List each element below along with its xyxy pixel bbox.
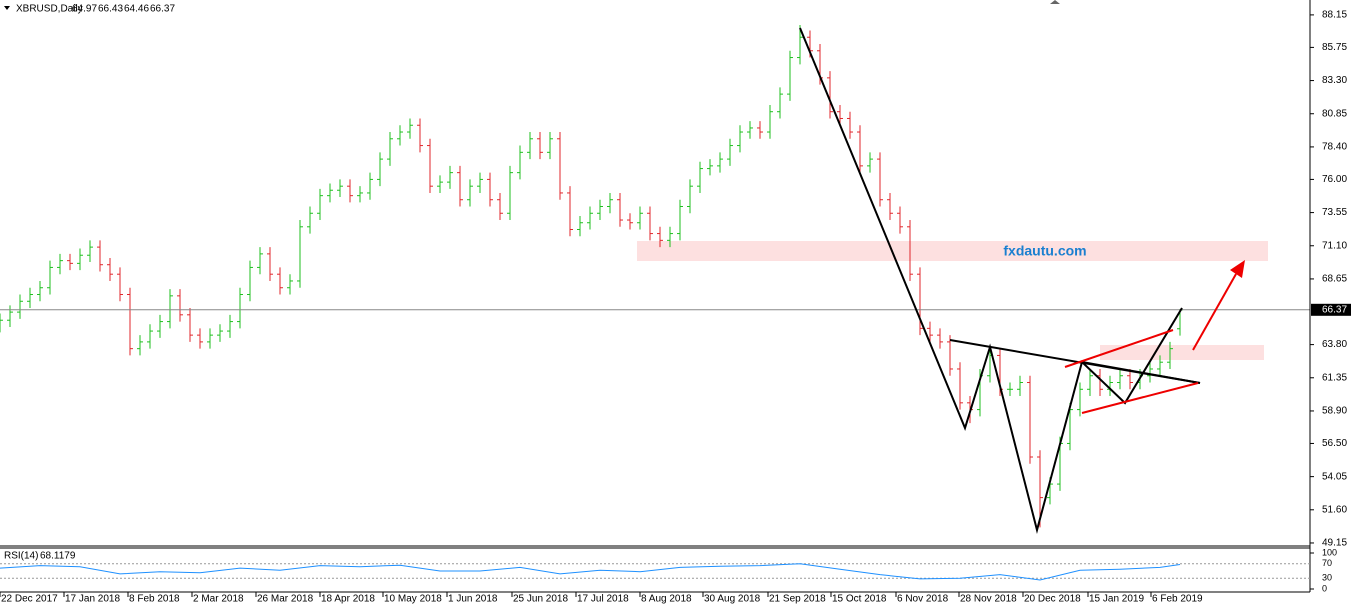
x-tick-label: 21 Sep 2018 <box>769 594 826 605</box>
y-tick-label: 78.40 <box>1322 142 1347 153</box>
y-tick-label: 88.15 <box>1322 10 1347 21</box>
y-tick-label: 56.50 <box>1322 438 1347 449</box>
x-tick-label: 10 May 2018 <box>384 594 442 605</box>
x-tick-label: 1 Jun 2018 <box>448 594 498 605</box>
ohlc-low: 64.46 <box>124 4 149 15</box>
arrow-head <box>1230 260 1245 278</box>
y-tick-label: 71.10 <box>1322 240 1347 251</box>
x-tick-label: 26 Mar 2018 <box>257 594 314 605</box>
x-tick-label: 17 Jan 2018 <box>65 594 120 605</box>
indicator-tick-label: 30 <box>1322 573 1332 583</box>
x-tick-label: 22 Dec 2017 <box>1 594 58 605</box>
x-tick-label: 6 Feb 2019 <box>1152 594 1203 605</box>
y-tick-label: 68.65 <box>1322 274 1347 285</box>
y-tick-label: 54.05 <box>1322 471 1347 482</box>
marker <box>1050 0 1060 4</box>
ohlc-open: 64.97 <box>72 4 97 15</box>
y-tick-label: 80.85 <box>1322 108 1347 119</box>
indicator-name: RSI(14) <box>4 551 38 562</box>
price-label: 66.37 <box>1322 304 1347 315</box>
watermark: fxdautu.com <box>1003 243 1086 259</box>
x-tick-label: 20 Dec 2018 <box>1024 594 1081 605</box>
ohlc-high: 66.43 <box>98 4 123 15</box>
x-tick-label: 2 Mar 2018 <box>193 594 244 605</box>
y-tick-label: 49.15 <box>1322 538 1347 549</box>
x-tick-label: 6 Nov 2018 <box>897 594 949 605</box>
ohlc-close: 66.37 <box>150 4 175 15</box>
x-tick-label: 30 Aug 2018 <box>704 594 761 605</box>
price-label-bg <box>1311 303 1351 316</box>
zone <box>637 241 1268 261</box>
y-tick-label: 63.80 <box>1322 339 1347 350</box>
indicator-line <box>0 563 1181 581</box>
symbol: XBRUSD,Daily <box>16 4 83 15</box>
y-tick-label: 76.00 <box>1322 174 1347 185</box>
y-tick-label: 85.75 <box>1322 42 1347 53</box>
menu-icon <box>4 6 10 10</box>
x-tick-label: 8 Aug 2018 <box>641 594 692 605</box>
indicator-tick-label: 100 <box>1322 547 1337 557</box>
x-tick-label: 17 Jul 2018 <box>577 594 629 605</box>
x-tick-label: 25 Jun 2018 <box>513 594 568 605</box>
y-tick-label: 83.30 <box>1322 75 1347 86</box>
x-tick-label: 8 Feb 2018 <box>129 594 180 605</box>
arrow <box>1192 273 1237 351</box>
y-tick-label: 58.90 <box>1322 406 1347 417</box>
trend-line <box>1081 361 1201 384</box>
x-tick-label: 15 Jan 2019 <box>1089 594 1144 605</box>
y-tick-label: 61.35 <box>1322 372 1347 383</box>
y-tick-label: 51.60 <box>1322 504 1347 515</box>
channel-line <box>1081 382 1199 414</box>
indicator-value: 68.1179 <box>40 551 76 562</box>
x-tick-label: 15 Oct 2018 <box>832 594 887 605</box>
x-tick-label: 28 Nov 2018 <box>960 594 1017 605</box>
indicator-tick-label: 0 <box>1322 583 1327 593</box>
y-tick-label: 73.55 <box>1322 207 1347 218</box>
drawings <box>799 27 1245 534</box>
zone <box>1100 345 1264 360</box>
x-tick-label: 18 Apr 2018 <box>321 594 375 605</box>
pattern-line <box>799 27 1183 534</box>
indicator-tick-label: 70 <box>1322 558 1332 568</box>
channel-line <box>1064 329 1174 368</box>
